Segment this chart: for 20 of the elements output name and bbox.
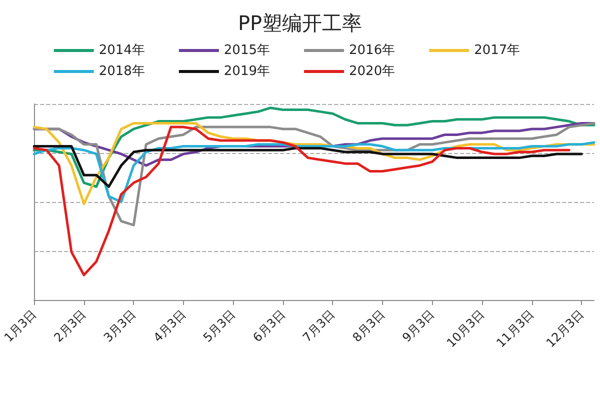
legend-label: 2014年 <box>98 43 171 58</box>
x-tick-label: 8月3日 <box>350 307 388 345</box>
legend-label: 2016年 <box>349 43 422 58</box>
x-tick-label: 10月3日 <box>444 307 487 350</box>
x-tick-label: 12月3日 <box>543 307 587 350</box>
legend-label: 2015年 <box>224 43 296 58</box>
legend-label: 2019年 <box>224 64 296 79</box>
x-tick-label: 11月3日 <box>494 307 537 350</box>
legend-label: 2017年 <box>474 43 546 58</box>
legend-label: 2018年 <box>98 64 171 79</box>
x-tick-label: 9月3日 <box>400 307 438 345</box>
legend-label: 2020年 <box>349 64 422 79</box>
chart-title: PP塑编开工率 <box>238 11 362 35</box>
x-tick-label: 6月3日 <box>250 307 288 345</box>
x-tick-label: 1月3日 <box>1 307 40 345</box>
x-tick-label: 4月3日 <box>150 307 188 345</box>
x-tick-label: 5月3日 <box>200 307 238 345</box>
x-tick-label: 2月3日 <box>51 307 89 345</box>
x-tick-label: 7月3日 <box>300 307 338 345</box>
x-tick-label: 3月3日 <box>100 307 139 345</box>
